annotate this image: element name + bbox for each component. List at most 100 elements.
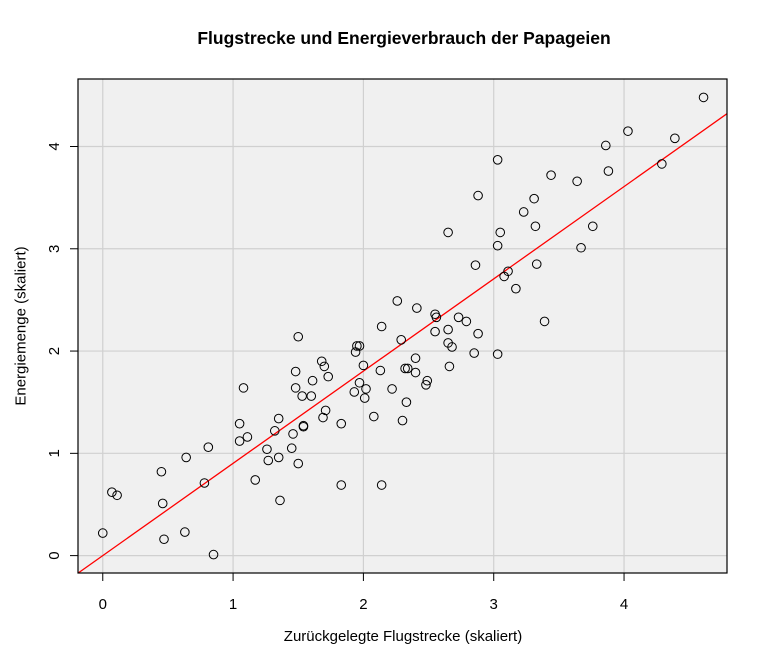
- data-point: [431, 312, 442, 323]
- grid-lines: [78, 79, 727, 573]
- data-point: [263, 455, 274, 466]
- y-axis: 0 1 2 3 4: [46, 142, 78, 560]
- data-point: [401, 397, 412, 407]
- data-point: [203, 442, 214, 452]
- x-tick-label: 1: [229, 596, 237, 613]
- data-point: [298, 421, 309, 432]
- data-point: [376, 321, 387, 332]
- data-point: [529, 193, 539, 204]
- y-axis-label: Energiemenge (skaliert): [12, 246, 30, 406]
- data-point: [400, 363, 410, 374]
- data-point: [293, 458, 304, 469]
- data-point: [269, 426, 280, 436]
- data-point: [234, 436, 245, 446]
- data-point: [576, 242, 586, 253]
- data-point: [319, 361, 330, 372]
- data-point: [392, 296, 403, 306]
- data-point: [601, 140, 611, 151]
- data-point: [181, 452, 191, 463]
- data-point: [443, 324, 453, 335]
- data-point: [539, 316, 550, 327]
- x-axis-label: Zurückgelegte Flugstrecke (skaliert): [283, 628, 523, 645]
- data-point: [323, 371, 334, 382]
- y-tick-label: 1: [46, 449, 63, 457]
- data-point: [316, 356, 327, 367]
- chart-title: Flugstrecke und Energieverbrauch der Pap…: [197, 28, 611, 48]
- data-point: [157, 498, 168, 509]
- data-point: [518, 207, 529, 217]
- data-point: [410, 367, 421, 378]
- data-point: [238, 383, 249, 393]
- data-point: [307, 375, 318, 386]
- data-point: [290, 383, 301, 393]
- data-point: [469, 348, 479, 358]
- data-point: [318, 412, 328, 423]
- data-point: [306, 391, 317, 401]
- data-point: [234, 418, 245, 429]
- data-point: [430, 326, 440, 337]
- data-point: [397, 415, 408, 426]
- data-point: [112, 490, 122, 501]
- data-point: [623, 126, 633, 136]
- x-axis: 0 1 2 3 4: [99, 573, 628, 613]
- data-point: [461, 316, 472, 327]
- y-tick-label: 4: [46, 142, 63, 150]
- data-point: [572, 176, 582, 187]
- plot-panel: [78, 79, 727, 573]
- data-point: [359, 393, 370, 403]
- data-point: [369, 411, 379, 422]
- data-point: [297, 391, 307, 401]
- data-point: [107, 487, 117, 498]
- data-point: [410, 353, 421, 364]
- x-tick-label: 3: [490, 596, 498, 613]
- data-point: [412, 303, 422, 313]
- data-point: [352, 341, 362, 351]
- regression-line: [78, 113, 727, 573]
- data-point: [453, 312, 464, 323]
- data-point: [396, 335, 406, 345]
- data-point: [199, 478, 210, 488]
- data-point: [473, 190, 483, 201]
- data-point: [273, 452, 284, 463]
- data-point: [349, 387, 360, 397]
- data-point: [290, 366, 301, 377]
- data-point: [288, 429, 298, 439]
- data-point: [97, 528, 108, 538]
- data-point: [156, 466, 167, 477]
- data-point: [492, 349, 503, 359]
- data-point: [273, 413, 284, 424]
- data-point: [511, 283, 521, 294]
- data-point: [354, 377, 365, 388]
- data-point: [421, 380, 431, 390]
- data-point: [354, 341, 365, 351]
- data-point: [293, 331, 304, 342]
- data-point: [492, 154, 503, 165]
- data-point: [546, 170, 556, 180]
- data-point: [657, 159, 667, 169]
- plot-border: [77, 78, 728, 574]
- data-point: [242, 432, 253, 442]
- data-point: [387, 384, 397, 394]
- data-point: [698, 92, 709, 103]
- y-tick-label: 0: [46, 551, 63, 559]
- data-point: [422, 375, 433, 386]
- data-point: [250, 475, 261, 485]
- data-point: [670, 133, 680, 144]
- data-point: [336, 480, 347, 490]
- x-tick-label: 4: [620, 596, 628, 613]
- data-point: [495, 227, 506, 238]
- data-point: [530, 221, 541, 232]
- data-point: [470, 260, 481, 270]
- data-point: [376, 480, 387, 490]
- data-point: [208, 549, 219, 560]
- data-point: [336, 418, 347, 429]
- x-tick-label: 0: [99, 596, 107, 613]
- data-points: [97, 92, 709, 560]
- y-tick-label: 3: [46, 245, 63, 253]
- x-tick-label: 2: [359, 596, 367, 613]
- data-point: [531, 259, 542, 269]
- data-point: [402, 363, 413, 374]
- data-point: [180, 527, 190, 537]
